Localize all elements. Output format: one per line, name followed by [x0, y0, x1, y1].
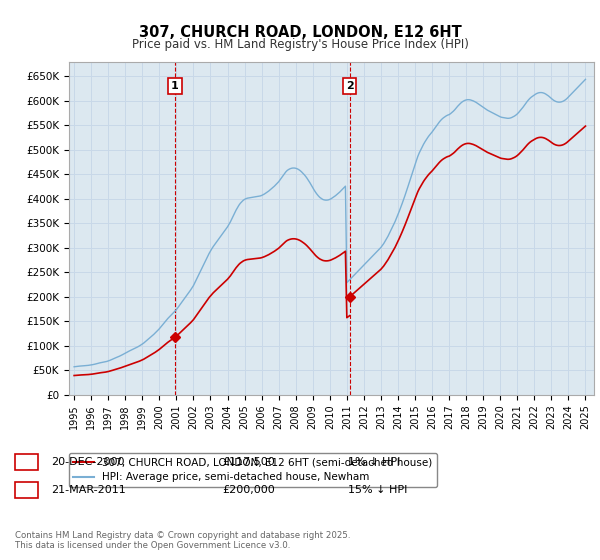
Legend: 307, CHURCH ROAD, LONDON, E12 6HT (semi-detached house), HPI: Average price, sem: 307, CHURCH ROAD, LONDON, E12 6HT (semi-…	[69, 453, 437, 487]
Text: 1% ↓ HPI: 1% ↓ HPI	[348, 457, 400, 467]
FancyBboxPatch shape	[15, 482, 38, 498]
Text: 2: 2	[23, 485, 30, 495]
Text: Price paid vs. HM Land Registry's House Price Index (HPI): Price paid vs. HM Land Registry's House …	[131, 38, 469, 52]
Text: 307, CHURCH ROAD, LONDON, E12 6HT: 307, CHURCH ROAD, LONDON, E12 6HT	[139, 25, 461, 40]
Text: Contains HM Land Registry data © Crown copyright and database right 2025.
This d: Contains HM Land Registry data © Crown c…	[15, 530, 350, 550]
Text: 1: 1	[23, 457, 30, 467]
Text: 1: 1	[171, 81, 179, 91]
Text: 20-DEC-2000: 20-DEC-2000	[51, 457, 125, 467]
Text: 15% ↓ HPI: 15% ↓ HPI	[348, 485, 407, 495]
FancyBboxPatch shape	[15, 454, 38, 470]
Text: 2: 2	[346, 81, 353, 91]
Text: £200,000: £200,000	[222, 485, 275, 495]
Text: 21-MAR-2011: 21-MAR-2011	[51, 485, 126, 495]
Text: £117,500: £117,500	[222, 457, 275, 467]
